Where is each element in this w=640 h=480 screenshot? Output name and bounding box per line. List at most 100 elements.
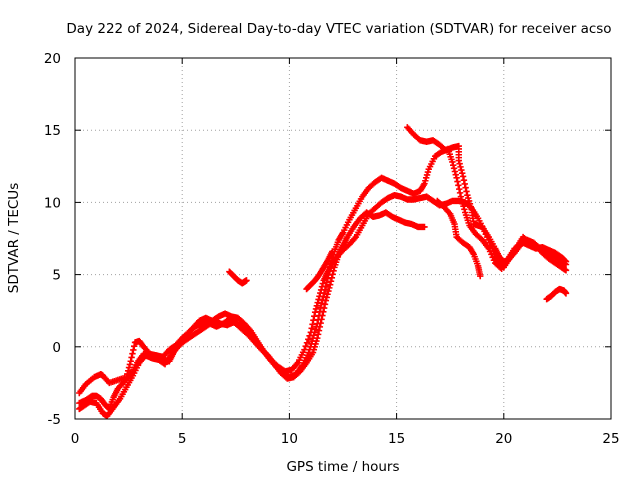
plot-frame — [74, 57, 612, 420]
y-tick-label: 15 — [44, 123, 61, 139]
data-point — [562, 261, 570, 268]
data-point — [456, 160, 463, 167]
y-tick-label: 20 — [44, 51, 61, 67]
x-tick-label: 0 — [71, 431, 80, 447]
data-point — [451, 168, 459, 175]
data-point — [307, 329, 315, 336]
data-point — [458, 166, 465, 174]
x-tick-label: 10 — [281, 431, 298, 447]
data-point — [456, 185, 463, 193]
series-trace-6 — [226, 268, 250, 287]
data-point — [459, 173, 467, 180]
data-point — [462, 184, 469, 191]
data-point — [562, 267, 570, 274]
data-point — [454, 178, 461, 185]
data-point — [130, 346, 137, 354]
data-point — [455, 182, 462, 189]
data-point — [303, 339, 311, 346]
data-point — [562, 290, 570, 297]
chart-title: Day 222 of 2024, Sidereal Day-to-day VTE… — [66, 21, 611, 37]
data-point — [455, 157, 462, 164]
data-point — [320, 308, 327, 316]
data-point — [421, 223, 428, 231]
data-point — [328, 274, 336, 281]
data-point — [302, 343, 309, 350]
data-point — [319, 280, 327, 287]
data-point — [330, 267, 337, 275]
data-point — [319, 312, 326, 319]
y-tick-label: -5 — [48, 412, 61, 428]
data-point — [329, 248, 336, 255]
data-point — [450, 165, 458, 172]
series-trace-3 — [76, 209, 428, 420]
data-point — [325, 287, 332, 295]
data-point — [130, 343, 138, 350]
y-axis-label: SDTVAR / TECUs — [6, 183, 22, 293]
data-point — [126, 361, 134, 368]
data-point — [561, 260, 568, 267]
data-point — [322, 297, 330, 304]
data-point — [461, 206, 468, 213]
data-point — [124, 367, 132, 374]
data-point — [127, 358, 134, 365]
data-point — [313, 302, 321, 309]
data-point — [317, 286, 325, 294]
data-point — [456, 189, 464, 197]
data-point — [460, 176, 468, 184]
y-tick-label: 0 — [52, 340, 61, 356]
data-point — [323, 294, 330, 301]
data-point — [449, 158, 456, 166]
data-point — [128, 354, 135, 361]
data-point — [243, 277, 250, 284]
series-trace-7 — [303, 248, 336, 293]
grid-lines — [75, 58, 611, 419]
data-point — [318, 300, 325, 307]
y-tick-label: 10 — [44, 195, 61, 211]
data-point — [314, 331, 322, 338]
data-point — [320, 304, 328, 312]
data-point — [317, 289, 324, 297]
x-tick-label: 15 — [388, 431, 405, 447]
data-point — [309, 321, 316, 328]
data-point — [326, 284, 333, 292]
series-trace-4 — [404, 124, 570, 268]
y-axis: -5 0 5 10 15 20 — [44, 51, 611, 428]
data-point — [317, 319, 324, 327]
data-point — [318, 316, 325, 323]
data-point — [305, 336, 312, 343]
data-point — [306, 332, 313, 340]
data-point — [318, 283, 326, 290]
data-point — [301, 346, 308, 353]
series-trace-5 — [434, 197, 484, 280]
data-point — [457, 163, 464, 171]
data-point — [308, 325, 315, 332]
data-point — [129, 350, 136, 357]
data-point — [321, 301, 329, 308]
y-tick-label: 5 — [52, 268, 61, 284]
data-point — [312, 305, 320, 313]
data-point — [327, 278, 335, 285]
data-point — [311, 308, 319, 316]
data-point — [452, 171, 459, 178]
x-tick-label: 20 — [495, 431, 512, 447]
data-point — [315, 296, 322, 303]
x-axis: 0 5 10 15 20 25 — [71, 58, 620, 447]
data-point — [453, 174, 460, 182]
data-point — [316, 293, 323, 300]
data-point — [125, 364, 133, 371]
data-point — [316, 323, 324, 331]
data-point — [314, 299, 321, 306]
data-point — [310, 317, 317, 324]
data-point — [329, 271, 336, 278]
data-point — [459, 170, 466, 177]
data-point — [463, 188, 470, 195]
data-point — [314, 334, 321, 342]
series-trace-8 — [543, 285, 570, 303]
data-point — [326, 281, 334, 288]
x-tick-label: 25 — [602, 431, 619, 447]
x-axis-label: GPS time / hours — [286, 459, 399, 475]
data-point — [311, 312, 318, 320]
data-point — [315, 327, 323, 334]
data-point — [461, 180, 468, 188]
